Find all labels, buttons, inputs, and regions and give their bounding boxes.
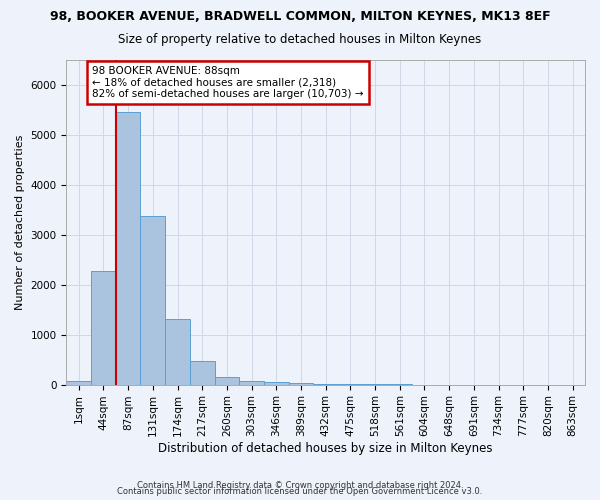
Text: 98 BOOKER AVENUE: 88sqm
← 18% of detached houses are smaller (2,318)
82% of semi: 98 BOOKER AVENUE: 88sqm ← 18% of detache… bbox=[92, 66, 364, 99]
X-axis label: Distribution of detached houses by size in Milton Keynes: Distribution of detached houses by size … bbox=[158, 442, 493, 455]
Bar bbox=[289, 383, 313, 384]
Bar bbox=[140, 216, 165, 384]
Text: Size of property relative to detached houses in Milton Keynes: Size of property relative to detached ho… bbox=[118, 32, 482, 46]
Bar bbox=[67, 381, 91, 384]
Text: Contains HM Land Registry data © Crown copyright and database right 2024.: Contains HM Land Registry data © Crown c… bbox=[137, 481, 463, 490]
Bar bbox=[215, 377, 239, 384]
Bar bbox=[190, 361, 215, 384]
Bar bbox=[116, 112, 140, 384]
Y-axis label: Number of detached properties: Number of detached properties bbox=[15, 134, 25, 310]
Bar bbox=[264, 382, 289, 384]
Text: Contains public sector information licensed under the Open Government Licence v3: Contains public sector information licen… bbox=[118, 488, 482, 496]
Bar bbox=[165, 319, 190, 384]
Bar bbox=[91, 270, 116, 384]
Text: 98, BOOKER AVENUE, BRADWELL COMMON, MILTON KEYNES, MK13 8EF: 98, BOOKER AVENUE, BRADWELL COMMON, MILT… bbox=[50, 10, 550, 23]
Bar bbox=[239, 380, 264, 384]
